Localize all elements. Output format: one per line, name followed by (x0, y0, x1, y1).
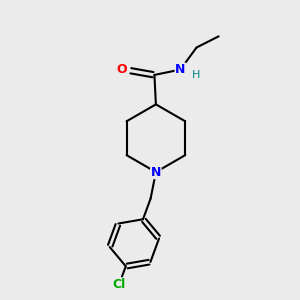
Text: Cl: Cl (112, 278, 126, 291)
Text: N: N (151, 166, 161, 178)
Text: N: N (175, 63, 185, 76)
Text: O: O (117, 62, 127, 76)
Text: H: H (191, 70, 200, 80)
